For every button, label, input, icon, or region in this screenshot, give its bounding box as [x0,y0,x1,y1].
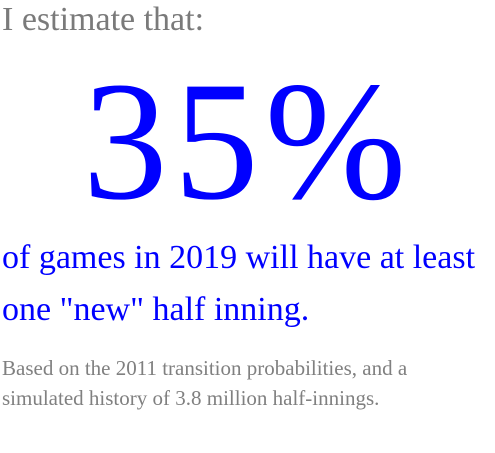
headline-statement: of games in 2019 will have at least one … [2,239,476,328]
methodology-note: Based on the 2011 transition probabiliti… [2,356,408,410]
intro-text: I estimate that: [2,1,205,38]
headline-percentage: 35% [82,47,413,235]
